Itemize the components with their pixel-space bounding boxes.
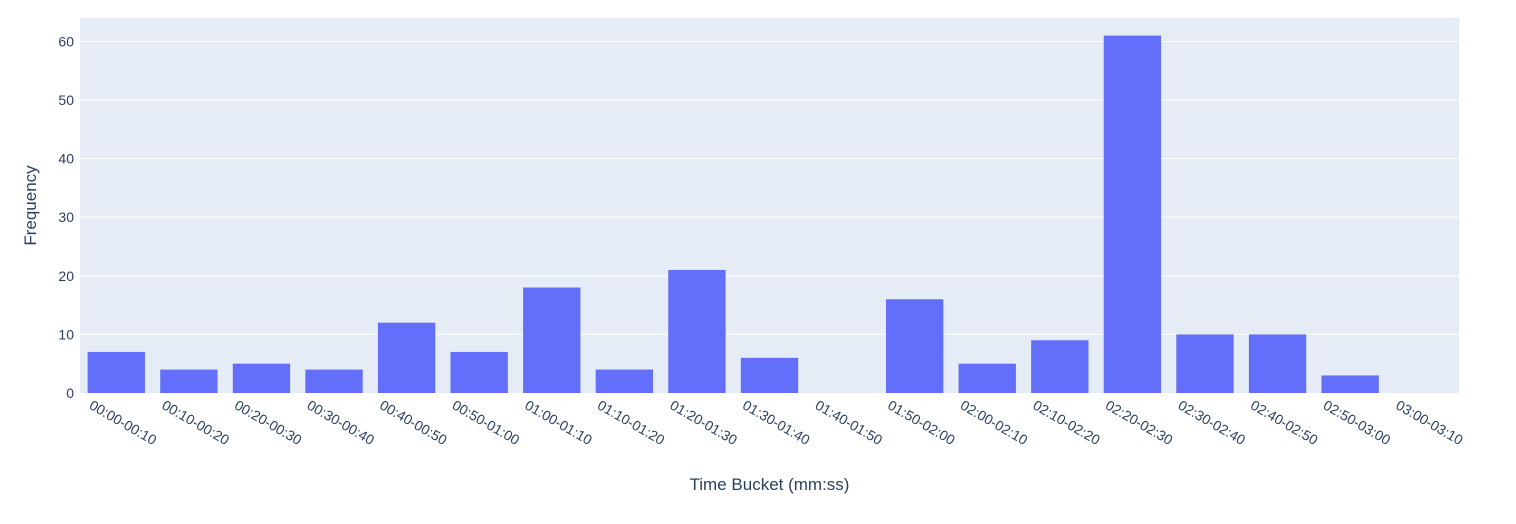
y-tick-label: 30: [58, 209, 74, 225]
x-tick-label: 02:00-02:10: [958, 397, 1031, 448]
y-tick-label: 40: [58, 151, 74, 167]
x-tick-label: 00:20-00:30: [232, 397, 305, 448]
x-tick-label: 01:10-01:20: [595, 397, 668, 448]
bar: [450, 351, 508, 393]
bar: [305, 369, 363, 393]
y-tick-label: 10: [58, 326, 74, 342]
x-tick-label: 02:30-02:40: [1175, 397, 1248, 448]
bar: [595, 369, 654, 393]
y-axis-title: Frequency: [21, 165, 40, 246]
x-tick-label: 00:30-00:40: [305, 397, 378, 448]
x-axis-title: Time Bucket (mm:ss): [690, 475, 850, 494]
x-tick-label: 00:50-01:00: [450, 397, 523, 448]
x-tick-label: 01:20-01:30: [667, 397, 740, 448]
bar: [958, 363, 1016, 393]
bar: [1176, 334, 1234, 393]
bar: [377, 322, 436, 393]
x-tick-label: 01:40-01:50: [813, 397, 886, 448]
plot-background: [80, 18, 1459, 393]
gridlines: [80, 40, 1459, 335]
x-tick-label: 02:10-02:20: [1030, 397, 1103, 448]
y-tick-label: 60: [58, 33, 74, 49]
bar: [232, 363, 291, 393]
x-tick-label: 02:20-02:30: [1103, 397, 1176, 448]
x-tick-label: 02:40-02:50: [1248, 397, 1321, 448]
x-axis-ticks: 00:00-00:10 00:10-00:20 00:20-00:30 00:30-0…: [87, 397, 1466, 448]
x-tick-label: 01:00-01:10: [522, 397, 595, 448]
x-tick-label: 02:50-03:00: [1321, 397, 1394, 448]
y-tick-label: 20: [58, 268, 74, 284]
bar: [160, 369, 218, 393]
x-tick-label: 03:00-03:10: [1393, 397, 1466, 448]
bar: [668, 269, 726, 393]
y-tick-label: 0: [66, 385, 74, 401]
x-tick-label: 00:10-00:20: [159, 397, 232, 448]
y-tick-label: 50: [58, 92, 74, 108]
x-tick-label: 01:30-01:40: [740, 397, 813, 448]
x-tick-label: 00:00-00:10: [87, 397, 160, 448]
bar: [87, 351, 145, 393]
bars: [87, 35, 1379, 393]
x-tick-label: 01:50-02:00: [885, 397, 958, 448]
y-axis-ticks: 0 10 20 30 40 50 60: [58, 33, 74, 401]
bar: [1103, 35, 1162, 393]
x-tick-label: 00:40-00:50: [377, 397, 450, 448]
bar: [1248, 334, 1307, 393]
bar: [523, 287, 581, 393]
bar: [740, 357, 799, 393]
bar: [1321, 375, 1379, 393]
bar: [885, 299, 944, 393]
bar: [1031, 340, 1089, 393]
